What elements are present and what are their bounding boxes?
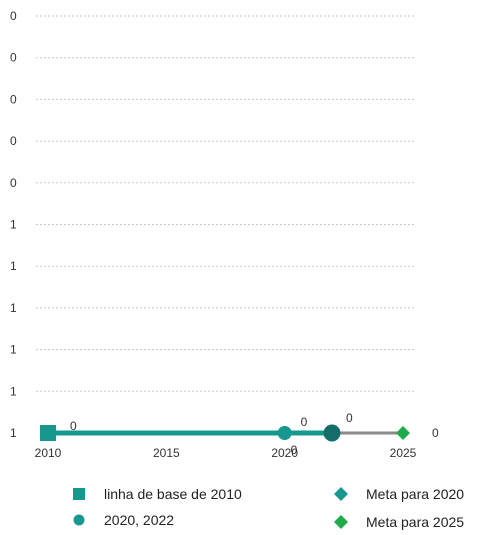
legend-item-baseline[interactable]: linha de base de 2010 xyxy=(68,486,242,502)
y-tick-label: 0 xyxy=(10,92,17,106)
data-label: 0 xyxy=(346,411,353,425)
data-label: 0 xyxy=(301,415,308,429)
legend-label-target-2025: Meta para 2025 xyxy=(366,514,465,530)
y-tick-label: 0 xyxy=(10,9,17,23)
y-tick-label: 0 xyxy=(10,51,17,65)
y-tick-label: 1 xyxy=(10,384,17,398)
legend-label-target-2020: Meta para 2020 xyxy=(366,486,465,502)
target-2020-marker xyxy=(277,426,292,440)
diamond-marker-icon xyxy=(330,486,352,502)
x-tick-label: 2025 xyxy=(390,446,417,460)
x-tick-label: 2015 xyxy=(153,446,180,460)
target-2025-marker xyxy=(396,426,410,440)
y-tick-label: 0 xyxy=(10,176,17,190)
y-tick-label: 1 xyxy=(10,218,17,232)
y-tick-label: 1 xyxy=(10,259,17,273)
legend-item-target-2025[interactable]: Meta para 2025 xyxy=(330,514,464,530)
circle-marker-icon xyxy=(68,512,90,528)
x-tick-label: 2010 xyxy=(35,446,62,460)
legend-label-baseline: linha de base de 2010 xyxy=(104,486,242,502)
legend-label-2020-2022: 2020, 2022 xyxy=(104,512,175,528)
legend-item-target-2020[interactable]: Meta para 2020 xyxy=(330,486,464,502)
square-marker-icon xyxy=(68,486,90,502)
y-tick-label: 1 xyxy=(10,343,17,357)
y-tick-label: 1 xyxy=(10,301,17,315)
point-2022-marker xyxy=(323,424,341,442)
data-label: 0 xyxy=(291,443,298,457)
diamond-marker-icon xyxy=(330,514,352,530)
baseline-marker xyxy=(40,425,56,441)
data-label: 0 xyxy=(70,419,77,433)
legend-item-2020-2022[interactable]: 2020, 2022 xyxy=(68,512,174,528)
data-label: 0 xyxy=(432,426,439,440)
y-tick-label: 0 xyxy=(10,134,17,148)
y-tick-label: 1 xyxy=(10,426,17,440)
x-tick-label: 2020 xyxy=(271,446,298,460)
